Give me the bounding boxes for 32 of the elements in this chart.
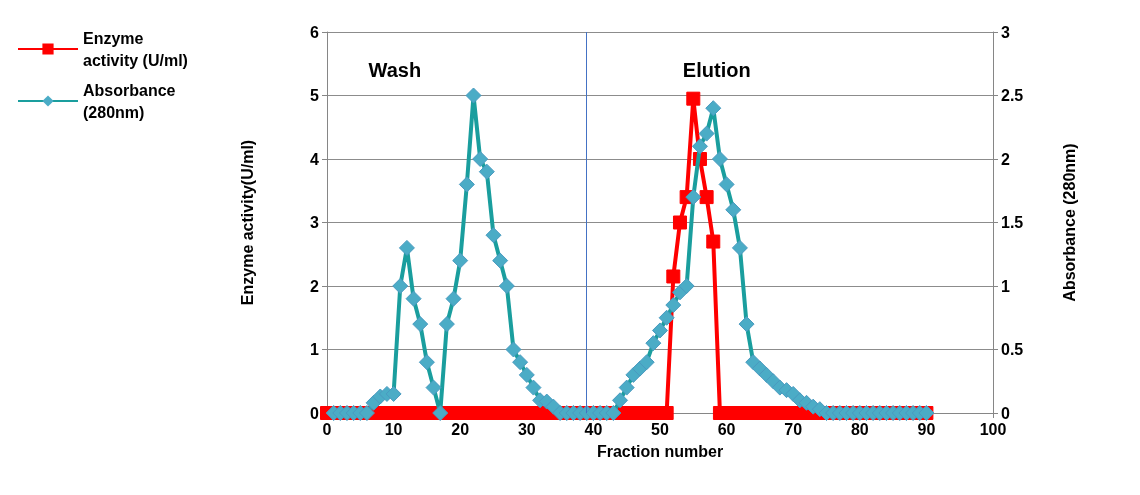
y2-tick-label: 0.5: [1001, 341, 1024, 358]
annotation: Elution: [682, 59, 751, 82]
x-tick-label: 100: [979, 420, 1007, 438]
legend-label: Absorbance (280nm): [83, 81, 180, 121]
x-tick-label: 20: [451, 420, 470, 438]
y2-tick-label: 1: [1001, 277, 1010, 295]
y-tick-label: 3: [310, 214, 320, 231]
y2-tick-label: 2.5: [1001, 87, 1024, 104]
x-tick-label: 70: [784, 420, 803, 438]
y-axis-title: Enzyme activity(U/ml): [238, 139, 256, 306]
x-tick-label: 90: [917, 420, 936, 438]
y2-tick-label: 1.5: [1001, 214, 1024, 231]
x-tick-label: 60: [717, 420, 736, 438]
y2-tick-label: 0: [1001, 404, 1010, 422]
y-tick-label: 1: [310, 341, 320, 358]
y-tick-label: 4: [310, 150, 320, 168]
x-tick-label: 0: [322, 420, 332, 438]
y2-tick-label: 2: [1001, 150, 1010, 168]
y-tick-label: 5: [310, 87, 320, 104]
y2-axis-title: Absorbance (280nm): [1060, 143, 1078, 302]
y-tick-label: 0: [310, 404, 320, 422]
annotation: Wash: [368, 59, 422, 82]
x-axis-title: Fraction number: [596, 442, 724, 460]
y-tick-label: 2: [310, 277, 320, 295]
y-tick-label: 6: [310, 23, 320, 41]
x-tick-label: 10: [384, 420, 403, 438]
x-tick-label: 50: [651, 420, 669, 438]
x-tick-label: 30: [517, 420, 536, 438]
x-tick-label: 80: [850, 420, 869, 438]
y2-tick-label: 3: [1001, 23, 1010, 41]
legend-label: Enzyme activity (U/ml): [83, 29, 188, 69]
x-tick-label: 40: [584, 420, 603, 438]
